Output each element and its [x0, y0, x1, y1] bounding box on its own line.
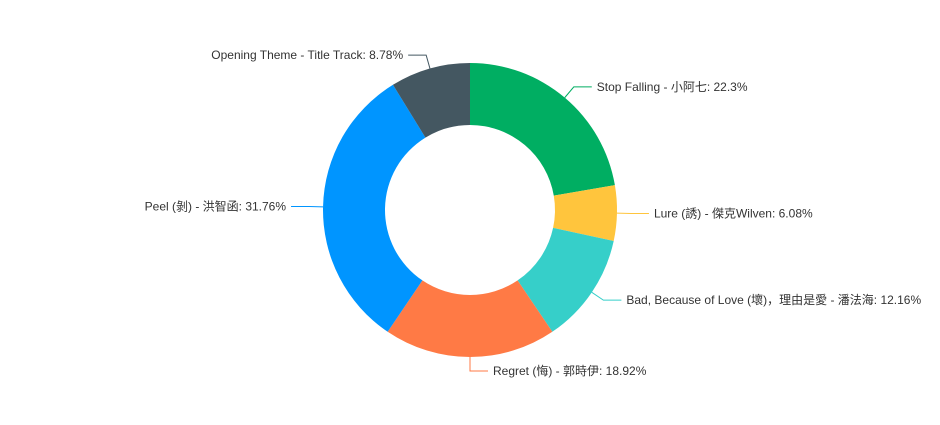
- slice-label-4: Peel (剝) - 洪智函: 31.76%: [145, 199, 287, 214]
- slice-label-2: Bad, Because of Love (壞)，理由是愛 - 潘法海: 12.…: [626, 292, 921, 307]
- label-line-3: [470, 357, 488, 371]
- label-line-0: [565, 87, 592, 98]
- slice-label-1: Lure (誘) - 傑克Wilven: 6.08%: [654, 206, 813, 220]
- slice-label-5: Opening Theme - Title Track: 8.78%: [211, 48, 403, 62]
- label-line-2: [592, 292, 622, 300]
- slice-4[interactable]: [323, 85, 425, 332]
- slice-label-0: Stop Falling - 小阿七: 22.3%: [597, 80, 748, 94]
- label-line-5: [408, 55, 430, 68]
- slice-0[interactable]: [470, 63, 615, 196]
- slice-label-3: Regret (悔) - 郭時伊: 18.92%: [493, 363, 647, 378]
